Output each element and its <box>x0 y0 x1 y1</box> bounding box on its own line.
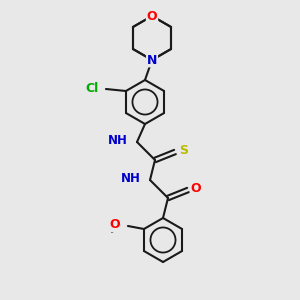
Text: S: S <box>179 145 188 158</box>
Text: Cl: Cl <box>86 82 99 95</box>
Text: N: N <box>147 53 157 67</box>
Text: NH: NH <box>121 172 141 185</box>
Text: O: O <box>191 182 201 196</box>
Text: O: O <box>147 10 157 22</box>
Text: NH: NH <box>108 134 128 148</box>
Text: O: O <box>109 218 120 232</box>
